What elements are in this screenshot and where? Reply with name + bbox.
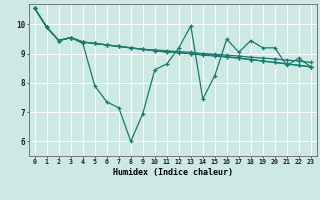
X-axis label: Humidex (Indice chaleur): Humidex (Indice chaleur) <box>113 168 233 177</box>
